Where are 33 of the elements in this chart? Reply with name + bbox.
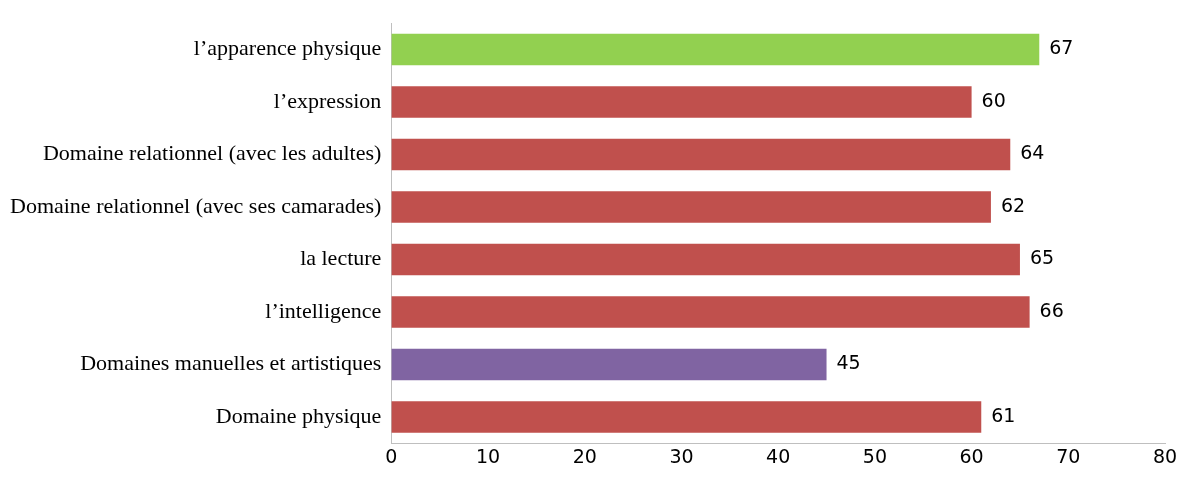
bar xyxy=(391,296,1030,328)
data-label: 45 xyxy=(836,351,861,374)
bar xyxy=(391,86,972,118)
y-tick-label: l’expression xyxy=(273,87,382,113)
data-label: 65 xyxy=(1029,246,1055,269)
y-tick-label: Domaines manuelles et artistiques xyxy=(80,350,382,376)
y-tick-label: l’intelligence xyxy=(265,297,382,323)
data-label: 61 xyxy=(991,403,1016,426)
bar xyxy=(391,401,982,433)
data-label: 67 xyxy=(1049,36,1074,59)
y-tick-label: Domaine relationnel (avec ses camarades) xyxy=(9,192,382,218)
data-label: 66 xyxy=(1039,298,1064,321)
x-tick-label: 30 xyxy=(669,444,694,467)
bar xyxy=(391,243,1020,276)
y-tick-label: Domaine relationnel (avec les adultes) xyxy=(42,140,382,166)
bar xyxy=(391,33,1040,66)
y-tick-label: Domaine physique xyxy=(215,402,382,428)
x-tick-label: 70 xyxy=(1056,444,1081,467)
bar xyxy=(391,138,1011,171)
data-label: 64 xyxy=(1020,141,1045,164)
x-tick-label: 10 xyxy=(475,444,501,467)
x-tick-label: 50 xyxy=(862,444,887,467)
x-tick-label: 40 xyxy=(766,444,791,467)
x-tick-label: 20 xyxy=(572,444,597,467)
bar xyxy=(391,348,827,381)
x-tick-label: 60 xyxy=(959,444,984,467)
data-label: 62 xyxy=(1000,193,1026,216)
x-tick-label: 80 xyxy=(1152,444,1178,467)
bar xyxy=(391,191,991,223)
y-tick-label: la lecture xyxy=(300,245,382,271)
data-label: 60 xyxy=(981,88,1006,111)
y-tick-label: l’apparence physique xyxy=(193,35,382,61)
x-tick-label: 0 xyxy=(385,444,398,467)
